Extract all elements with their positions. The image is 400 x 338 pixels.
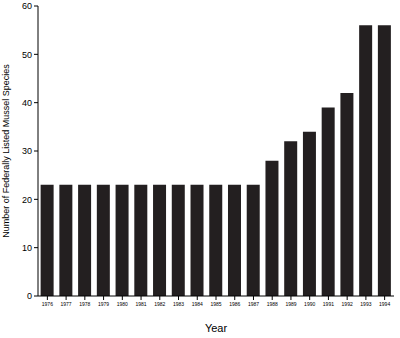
svg-text:1981: 1981 [135, 301, 146, 307]
svg-text:1989: 1989 [285, 301, 296, 307]
svg-text:0: 0 [27, 291, 32, 301]
svg-text:1988: 1988 [267, 301, 278, 307]
svg-text:1980: 1980 [117, 301, 128, 307]
svg-text:30: 30 [22, 146, 32, 156]
svg-text:1985: 1985 [210, 301, 221, 307]
svg-text:20: 20 [22, 195, 32, 205]
svg-text:1994: 1994 [379, 301, 390, 307]
svg-text:1977: 1977 [61, 301, 72, 307]
svg-text:1983: 1983 [173, 301, 184, 307]
svg-text:1982: 1982 [154, 301, 165, 307]
svg-text:1987: 1987 [248, 301, 259, 307]
svg-text:1993: 1993 [360, 301, 371, 307]
svg-text:10: 10 [22, 243, 32, 253]
svg-text:1984: 1984 [192, 301, 203, 307]
svg-text:Year: Year [205, 322, 228, 334]
svg-text:1992: 1992 [342, 301, 353, 307]
svg-text:50: 50 [22, 50, 32, 60]
svg-text:1986: 1986 [229, 301, 240, 307]
svg-text:1979: 1979 [98, 301, 109, 307]
svg-text:40: 40 [22, 98, 32, 108]
svg-text:60: 60 [22, 1, 32, 11]
svg-text:1978: 1978 [79, 301, 90, 307]
svg-text:1976: 1976 [42, 301, 53, 307]
svg-text:1990: 1990 [304, 301, 315, 307]
svg-text:1991: 1991 [323, 301, 334, 307]
svg-text:Number of Federally Listed Mus: Number of Federally Listed Mussel Specie… [8, 64, 11, 238]
